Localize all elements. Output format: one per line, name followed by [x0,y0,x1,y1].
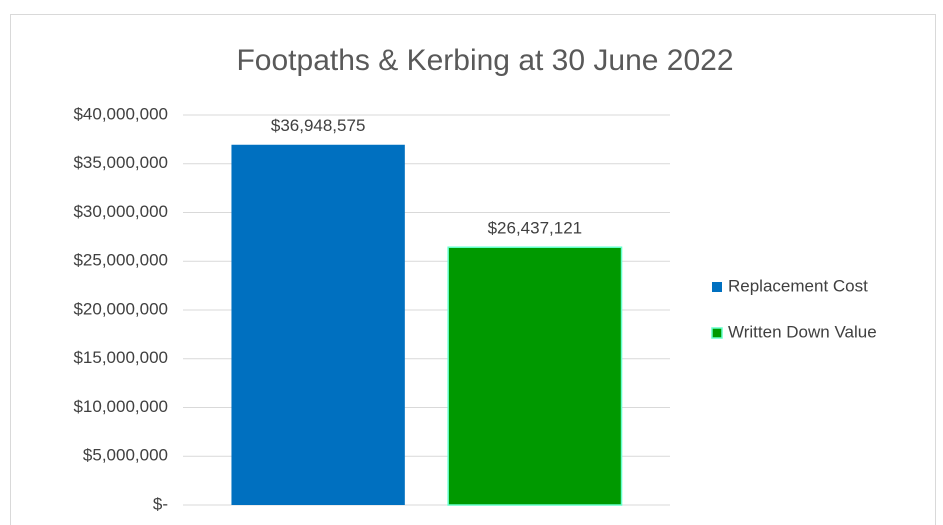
y-tick-label: $35,000,000 [73,153,168,172]
bar [447,246,623,506]
data-label: $36,948,575 [271,116,366,135]
legend-label: Replacement Cost [728,276,868,295]
y-tick-label: $5,000,000 [83,446,168,465]
y-tick-label: $30,000,000 [73,202,168,221]
data-label: $26,437,121 [488,219,583,238]
y-tick-label: $40,000,000 [73,104,168,123]
y-tick-label: $15,000,000 [73,348,168,367]
legend-marker [712,282,722,292]
y-tick-label: $- [153,494,168,513]
y-tick-label: $20,000,000 [73,299,168,318]
chart-title: Footpaths & Kerbing at 30 June 2022 [236,44,733,77]
legend-marker [711,327,723,339]
bar [231,144,405,505]
y-tick-label: $25,000,000 [73,251,168,270]
legend-label: Written Down Value [728,322,877,341]
y-tick-label: $10,000,000 [73,397,168,416]
